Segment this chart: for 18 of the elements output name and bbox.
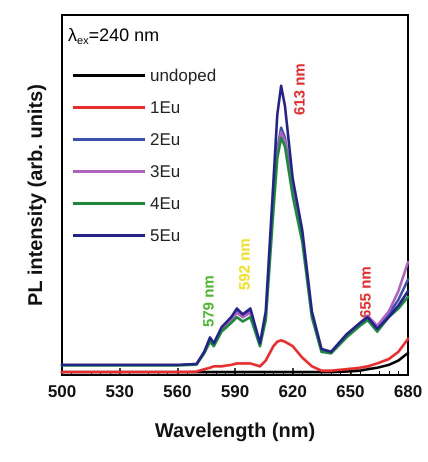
x-tick-label: 500 bbox=[48, 382, 76, 401]
annotation: 579 nm bbox=[200, 275, 218, 327]
legend-label: undoped bbox=[150, 66, 216, 85]
legend-label: 1Eu bbox=[150, 98, 180, 117]
x-tick-label: 590 bbox=[220, 382, 250, 401]
y-axis-title: PL intensity (arb. units) bbox=[25, 84, 47, 306]
legend-label: 4Eu bbox=[150, 194, 180, 213]
x-tick-label: 650 bbox=[336, 382, 365, 401]
x-tick-label: 530 bbox=[105, 382, 134, 401]
legend-label: 5Eu bbox=[150, 226, 180, 245]
x-tick-label: 620 bbox=[278, 382, 307, 401]
legend-label: 2Eu bbox=[150, 130, 180, 149]
x-tick-label: 680 bbox=[394, 382, 422, 401]
x-axis-title: Wavelength (nm) bbox=[154, 420, 316, 442]
annotation: 613 nm bbox=[292, 63, 308, 115]
annotation: 592 nm bbox=[236, 238, 254, 290]
legend-label: 3Eu bbox=[150, 162, 180, 181]
x-tick-label: 560 bbox=[163, 382, 192, 401]
